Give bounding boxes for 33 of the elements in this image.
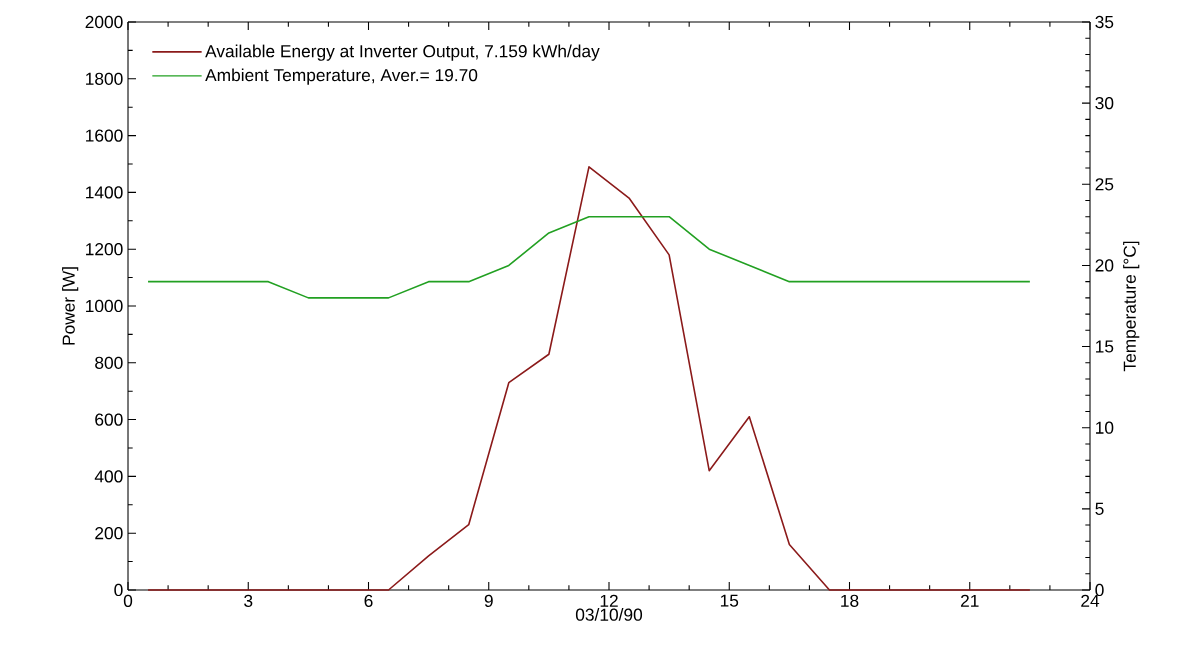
- y-tick-label: 200: [95, 527, 123, 540]
- y-tick-label: 800: [95, 356, 123, 369]
- y2-tick-label: 10: [1096, 421, 1114, 434]
- y2-tick-label: 5: [1095, 502, 1104, 515]
- y2-tick-label: 30: [1095, 96, 1114, 110]
- x-tick-label: 18: [841, 594, 859, 607]
- x-tick-label: 0: [123, 594, 133, 607]
- legend-label: Available Energy at Inverter Output, 7.159 kWh/day: [205, 44, 600, 61]
- y-tick-label: 1000: [86, 299, 123, 313]
- y-tick-label: 600: [95, 413, 123, 426]
- y2-tick-label: 35: [1095, 15, 1114, 29]
- y-tick-label: 1400: [86, 186, 123, 199]
- x-tick-label: 6: [364, 594, 373, 607]
- x-tick-label: 15: [720, 594, 739, 607]
- x-tick-label: 12: [600, 594, 618, 607]
- y-tick-label: 2000: [85, 15, 123, 29]
- x-tick-label: 3: [244, 594, 253, 607]
- x-tick-label: 21: [960, 594, 979, 607]
- y2-tick-label: 0: [1095, 583, 1104, 597]
- x-tick-label: 24: [1081, 594, 1100, 607]
- x-axis-title: 03/10/90: [575, 608, 643, 621]
- y-tick-label: 1200: [86, 243, 123, 256]
- y2-tick-label: 20: [1095, 259, 1114, 272]
- y-tick-label: 1800: [86, 72, 123, 85]
- y-tick-label: 400: [94, 470, 123, 483]
- y2-tick-label: 25: [1095, 178, 1114, 191]
- legend-label: Ambient Temperature, Aver.= 19.70: [205, 68, 478, 85]
- y-tick-label: 0: [114, 583, 123, 597]
- y2-axis-title: Temperature [°C]: [1123, 241, 1140, 372]
- x-tick-label: 9: [484, 594, 493, 607]
- y-axis-title: Power [W]: [62, 267, 79, 345]
- y-tick-label: 1600: [86, 129, 123, 142]
- y2-tick-label: 15: [1096, 340, 1114, 353]
